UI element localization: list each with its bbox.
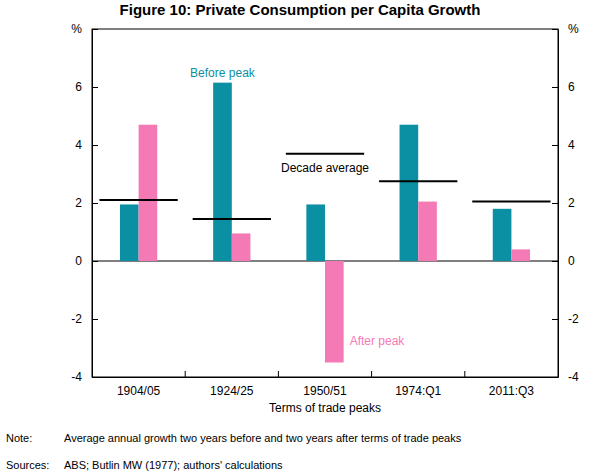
series-label: Decade average — [281, 161, 369, 175]
axis-line — [558, 30, 559, 378]
tick-mark — [552, 319, 558, 320]
tick-mark — [92, 29, 98, 30]
tick-label: -4 — [568, 370, 579, 384]
tick: 2 — [552, 196, 575, 210]
tick: 0 — [552, 254, 575, 268]
plot-area — [99, 83, 550, 363]
series-label: After peak — [350, 334, 406, 348]
note-label: Note: — [6, 432, 32, 444]
x-axis: 1904/05 1924/25 1950/51 1974:Q1 2011:Q3 — [93, 377, 559, 398]
category-separator — [464, 371, 465, 377]
tick-label: 0 — [75, 254, 82, 268]
tick-label: -2 — [71, 312, 82, 326]
tick-label: 4 — [568, 138, 575, 152]
x-axis-title: Terms of trade peaks — [269, 401, 381, 415]
average-line — [99, 199, 177, 201]
bar — [400, 125, 419, 261]
tick-label: 1950/51 — [303, 384, 347, 398]
tick: % — [552, 22, 579, 36]
tick-label: % — [568, 22, 579, 36]
tick-label: -2 — [568, 312, 579, 326]
tick: 1974:Q1 — [395, 377, 441, 398]
tick: 4 — [552, 138, 575, 152]
chart: Figure 10: Private Consumption per Capit… — [0, 0, 600, 476]
bar — [213, 83, 232, 261]
tick-mark — [552, 261, 558, 262]
tick-mark — [552, 87, 558, 88]
tick: 6 — [75, 80, 98, 94]
category-separator — [185, 371, 186, 377]
tick-label: 1904/05 — [117, 384, 161, 398]
tick: 2 — [75, 196, 98, 210]
tick: 0 — [75, 254, 98, 268]
tick-mark — [92, 145, 98, 146]
tick-label: 6 — [568, 80, 575, 94]
tick-label: -4 — [71, 370, 82, 384]
bar — [232, 233, 251, 261]
tick: -2 — [71, 312, 98, 326]
tick: 4 — [75, 138, 98, 152]
tick: 1904/05 — [117, 377, 161, 398]
category-separator — [278, 371, 279, 377]
tick-label: % — [71, 22, 82, 36]
axis-line — [93, 377, 559, 378]
average-line — [193, 218, 271, 220]
sources-label: Sources: — [6, 459, 49, 471]
bar — [306, 204, 325, 261]
tick-mark — [92, 203, 98, 204]
plot-frame — [92, 29, 558, 377]
tick-label: 2 — [75, 196, 82, 210]
tick-mark — [92, 261, 98, 262]
bar — [325, 261, 344, 363]
tick-mark — [552, 203, 558, 204]
bar — [493, 209, 512, 261]
y-axis: -4 -2 0 2 4 6% — [552, 22, 579, 384]
tick-label: 1924/25 — [210, 384, 254, 398]
tick: 1950/51 — [303, 377, 347, 398]
bar — [418, 202, 437, 261]
sources: ABS; Butlin MW (1977); authors' calculat… — [64, 459, 283, 471]
tick-label: 6 — [75, 80, 82, 94]
bar — [511, 249, 530, 261]
average-line — [379, 180, 457, 182]
title: Figure 10: Private Consumption per Capit… — [120, 1, 481, 18]
tick-mark — [552, 145, 558, 146]
tick: % — [71, 22, 98, 36]
tick-label: 2 — [568, 196, 575, 210]
note: Average annual growth two years before a… — [64, 432, 462, 444]
category-separator — [371, 371, 372, 377]
tick-mark — [552, 29, 558, 30]
tick-mark — [92, 319, 98, 320]
average-line — [286, 153, 364, 155]
tick-label: 2011:Q3 — [489, 384, 534, 398]
bar — [120, 204, 139, 261]
y-axis: -4 -2 0 2 4 6% — [71, 22, 98, 384]
tick-label: 1974:Q1 — [395, 384, 441, 398]
tick: 1924/25 — [210, 377, 254, 398]
tick: -2 — [552, 312, 579, 326]
series-label: Before peak — [190, 66, 256, 80]
tick-label: 4 — [75, 138, 82, 152]
average-line — [472, 201, 550, 203]
tick: 6 — [552, 80, 575, 94]
tick-label: 0 — [568, 254, 575, 268]
bar — [139, 125, 158, 261]
tick: 2011:Q3 — [489, 377, 534, 398]
tick-mark — [92, 87, 98, 88]
